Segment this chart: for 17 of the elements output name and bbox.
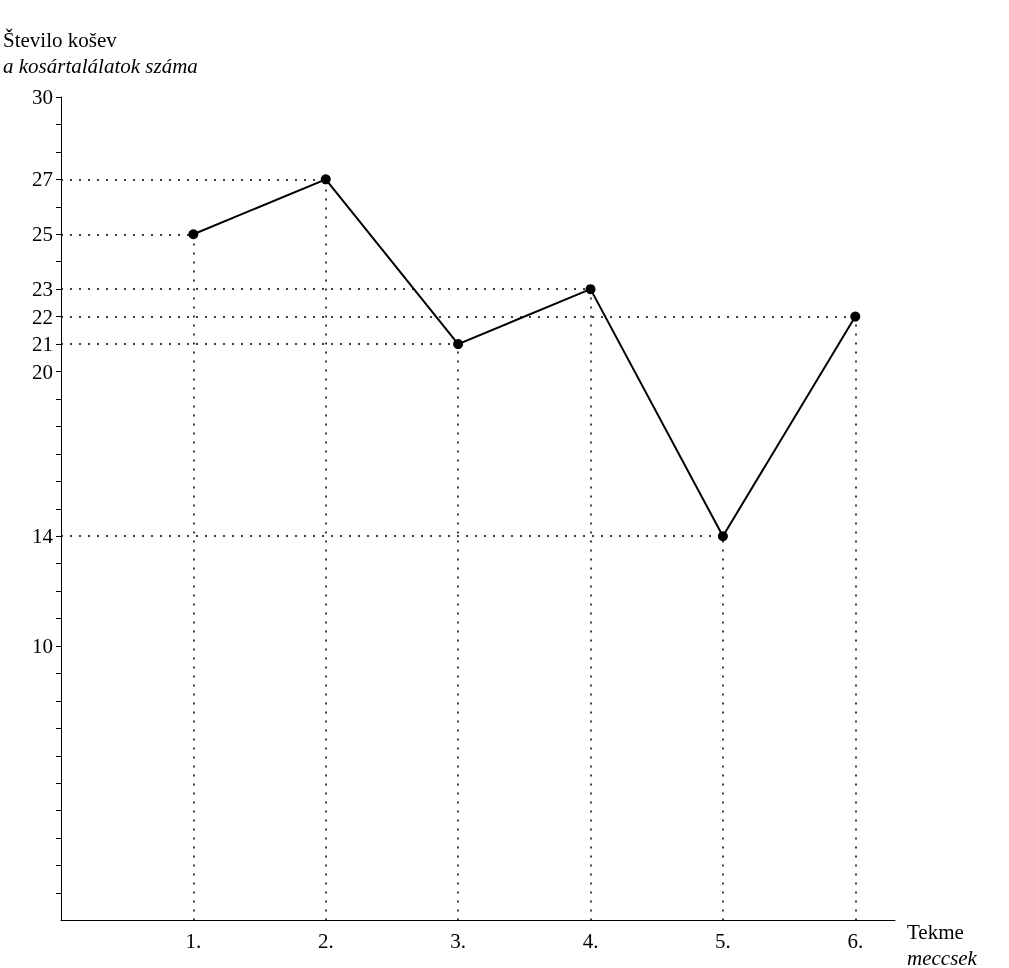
x-tick-label: 1. [185, 929, 202, 953]
x-tick-label: 4. [582, 929, 599, 953]
y-tick-label: 21 [32, 332, 53, 357]
y-tick-label: 27 [32, 167, 53, 192]
x-tick-label: 6. [847, 929, 864, 953]
x-tick-label: 2. [317, 929, 334, 953]
x-tick-label: 5. [715, 929, 731, 953]
y-tick-label: 14 [32, 524, 54, 549]
x-axis-title: Tekme meccsek [907, 919, 978, 968]
y-tick-label: 30 [32, 85, 53, 109]
y-tick-label: 23 [32, 277, 53, 302]
y-tick-label: 10 [32, 634, 53, 658]
y-tick-label: 20 [32, 359, 53, 384]
x-tick-label: 3. [450, 929, 467, 953]
y-axis-title: Število košev a kosártalálatok száma [3, 28, 198, 78]
y-tick-label: 25 [32, 222, 53, 247]
y-tick-label: 22 [32, 304, 53, 329]
